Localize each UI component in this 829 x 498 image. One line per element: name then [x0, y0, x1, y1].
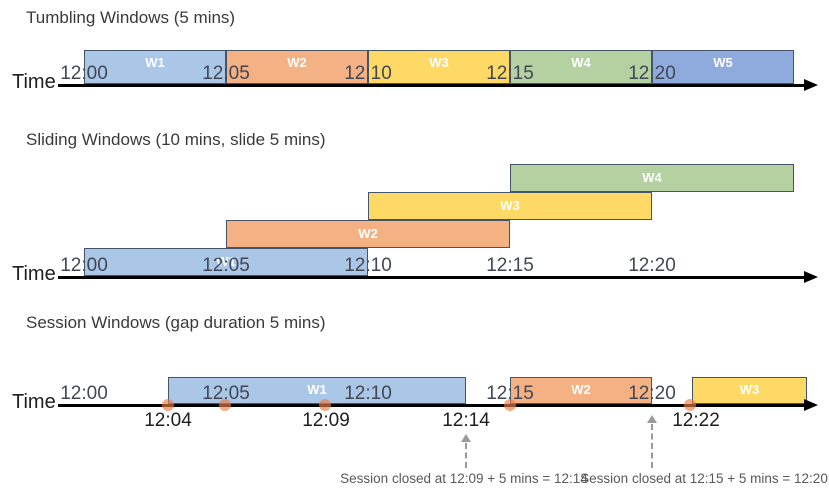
window-label-sliding-w4: W4: [642, 170, 662, 185]
window-label-tumbling-w1: W1: [145, 55, 165, 70]
window-label-tumbling-w2: W2: [287, 55, 307, 70]
event-dot-session-2: [319, 399, 331, 411]
event-time-label-session-1: 12:09: [302, 410, 350, 431]
time-axis-arrowhead-sliding: [804, 270, 818, 283]
window-label-session-w2: W2: [571, 382, 591, 397]
window-bar-tumbling-w2: [226, 50, 368, 84]
window-bar-sliding-w1: [84, 248, 368, 276]
session-close-arrow-1: [647, 415, 657, 468]
time-tick-tumbling-0: 12:00: [60, 63, 108, 84]
section-title-sliding: Sliding Windows (10 mins, slide 5 mins): [26, 130, 326, 149]
window-bar-session-w3: [692, 377, 807, 404]
time-axis-label-sliding: Time: [12, 263, 56, 285]
time-axis-arrowhead-session: [804, 398, 818, 411]
window-bar-sliding-w4: [510, 164, 794, 192]
event-dot-session-4: [684, 399, 696, 411]
window-bar-tumbling-w5: [652, 50, 794, 84]
event-time-label-session-2: 12:14: [442, 410, 490, 431]
time-tick-session-1: 12:05: [202, 383, 250, 404]
window-label-sliding-w3: W3: [500, 198, 520, 213]
window-bar-sliding-w2: [226, 220, 510, 248]
window-bar-sliding-w3: [368, 192, 652, 220]
time-tick-tumbling-2: 12:10: [344, 63, 392, 84]
arrow-up-icon: [647, 415, 657, 423]
arrow-stem: [651, 424, 653, 468]
window-bar-tumbling-w1: [84, 50, 226, 84]
time-tick-session-3: 12:15: [486, 383, 534, 404]
window-label-tumbling-w4: W4: [571, 55, 591, 70]
time-axis-label-session: Time: [12, 391, 56, 413]
section-title-tumbling: Tumbling Windows (5 mins): [26, 8, 236, 27]
time-tick-session-2: 12:10: [344, 383, 392, 404]
event-dot-session-1: [219, 399, 231, 411]
time-tick-sliding-3: 12:15: [486, 255, 534, 276]
arrow-stem: [465, 443, 467, 468]
time-tick-sliding-2: 12:10: [344, 255, 392, 276]
session-close-annotation-1: Session closed at 12:15 + 5 mins = 12:20: [580, 471, 828, 486]
time-axis-line-session: [58, 404, 806, 407]
time-axis-line-tumbling: [58, 84, 806, 87]
section-title-session: Session Windows (gap duration 5 mins): [26, 313, 326, 332]
time-tick-session-0: 12:00: [60, 383, 108, 404]
time-tick-tumbling-3: 12:15: [486, 63, 534, 84]
event-dot-session-3: [504, 399, 516, 411]
time-axis-label-tumbling: Time: [12, 71, 56, 93]
window-label-session-w3: W3: [739, 382, 760, 397]
event-time-label-session-0: 12:04: [144, 410, 192, 431]
time-tick-tumbling-4: 12:20: [628, 63, 676, 84]
window-label-tumbling-w3: W3: [429, 55, 449, 70]
session-close-arrow-0: [461, 434, 471, 468]
window-label-tumbling-w5: W5: [713, 55, 733, 70]
window-bar-tumbling-w4: [510, 50, 652, 84]
arrow-up-icon: [461, 434, 471, 442]
time-axis-line-sliding: [58, 276, 806, 279]
session-close-annotation-0: Session closed at 12:09 + 5 mins = 12:14: [340, 471, 588, 486]
window-bar-session-w1: [168, 377, 466, 404]
event-dot-session-0: [162, 399, 174, 411]
time-axis-arrowhead-tumbling: [804, 78, 818, 91]
time-tick-tumbling-1: 12:05: [202, 63, 250, 84]
window-bar-session-w2: [510, 377, 652, 404]
window-label-session-w1: W1: [307, 382, 327, 397]
time-tick-sliding-1: 12:05: [202, 255, 250, 276]
window-label-sliding-w2: W2: [358, 226, 378, 241]
event-time-label-session-3: 12:22: [672, 410, 720, 431]
window-bar-tumbling-w3: [368, 50, 510, 84]
time-tick-session-4: 12:20: [628, 383, 676, 404]
window-label-sliding-w1: W1: [216, 254, 236, 269]
time-tick-sliding-0: 12:00: [60, 255, 108, 276]
time-tick-sliding-4: 12:20: [628, 255, 676, 276]
